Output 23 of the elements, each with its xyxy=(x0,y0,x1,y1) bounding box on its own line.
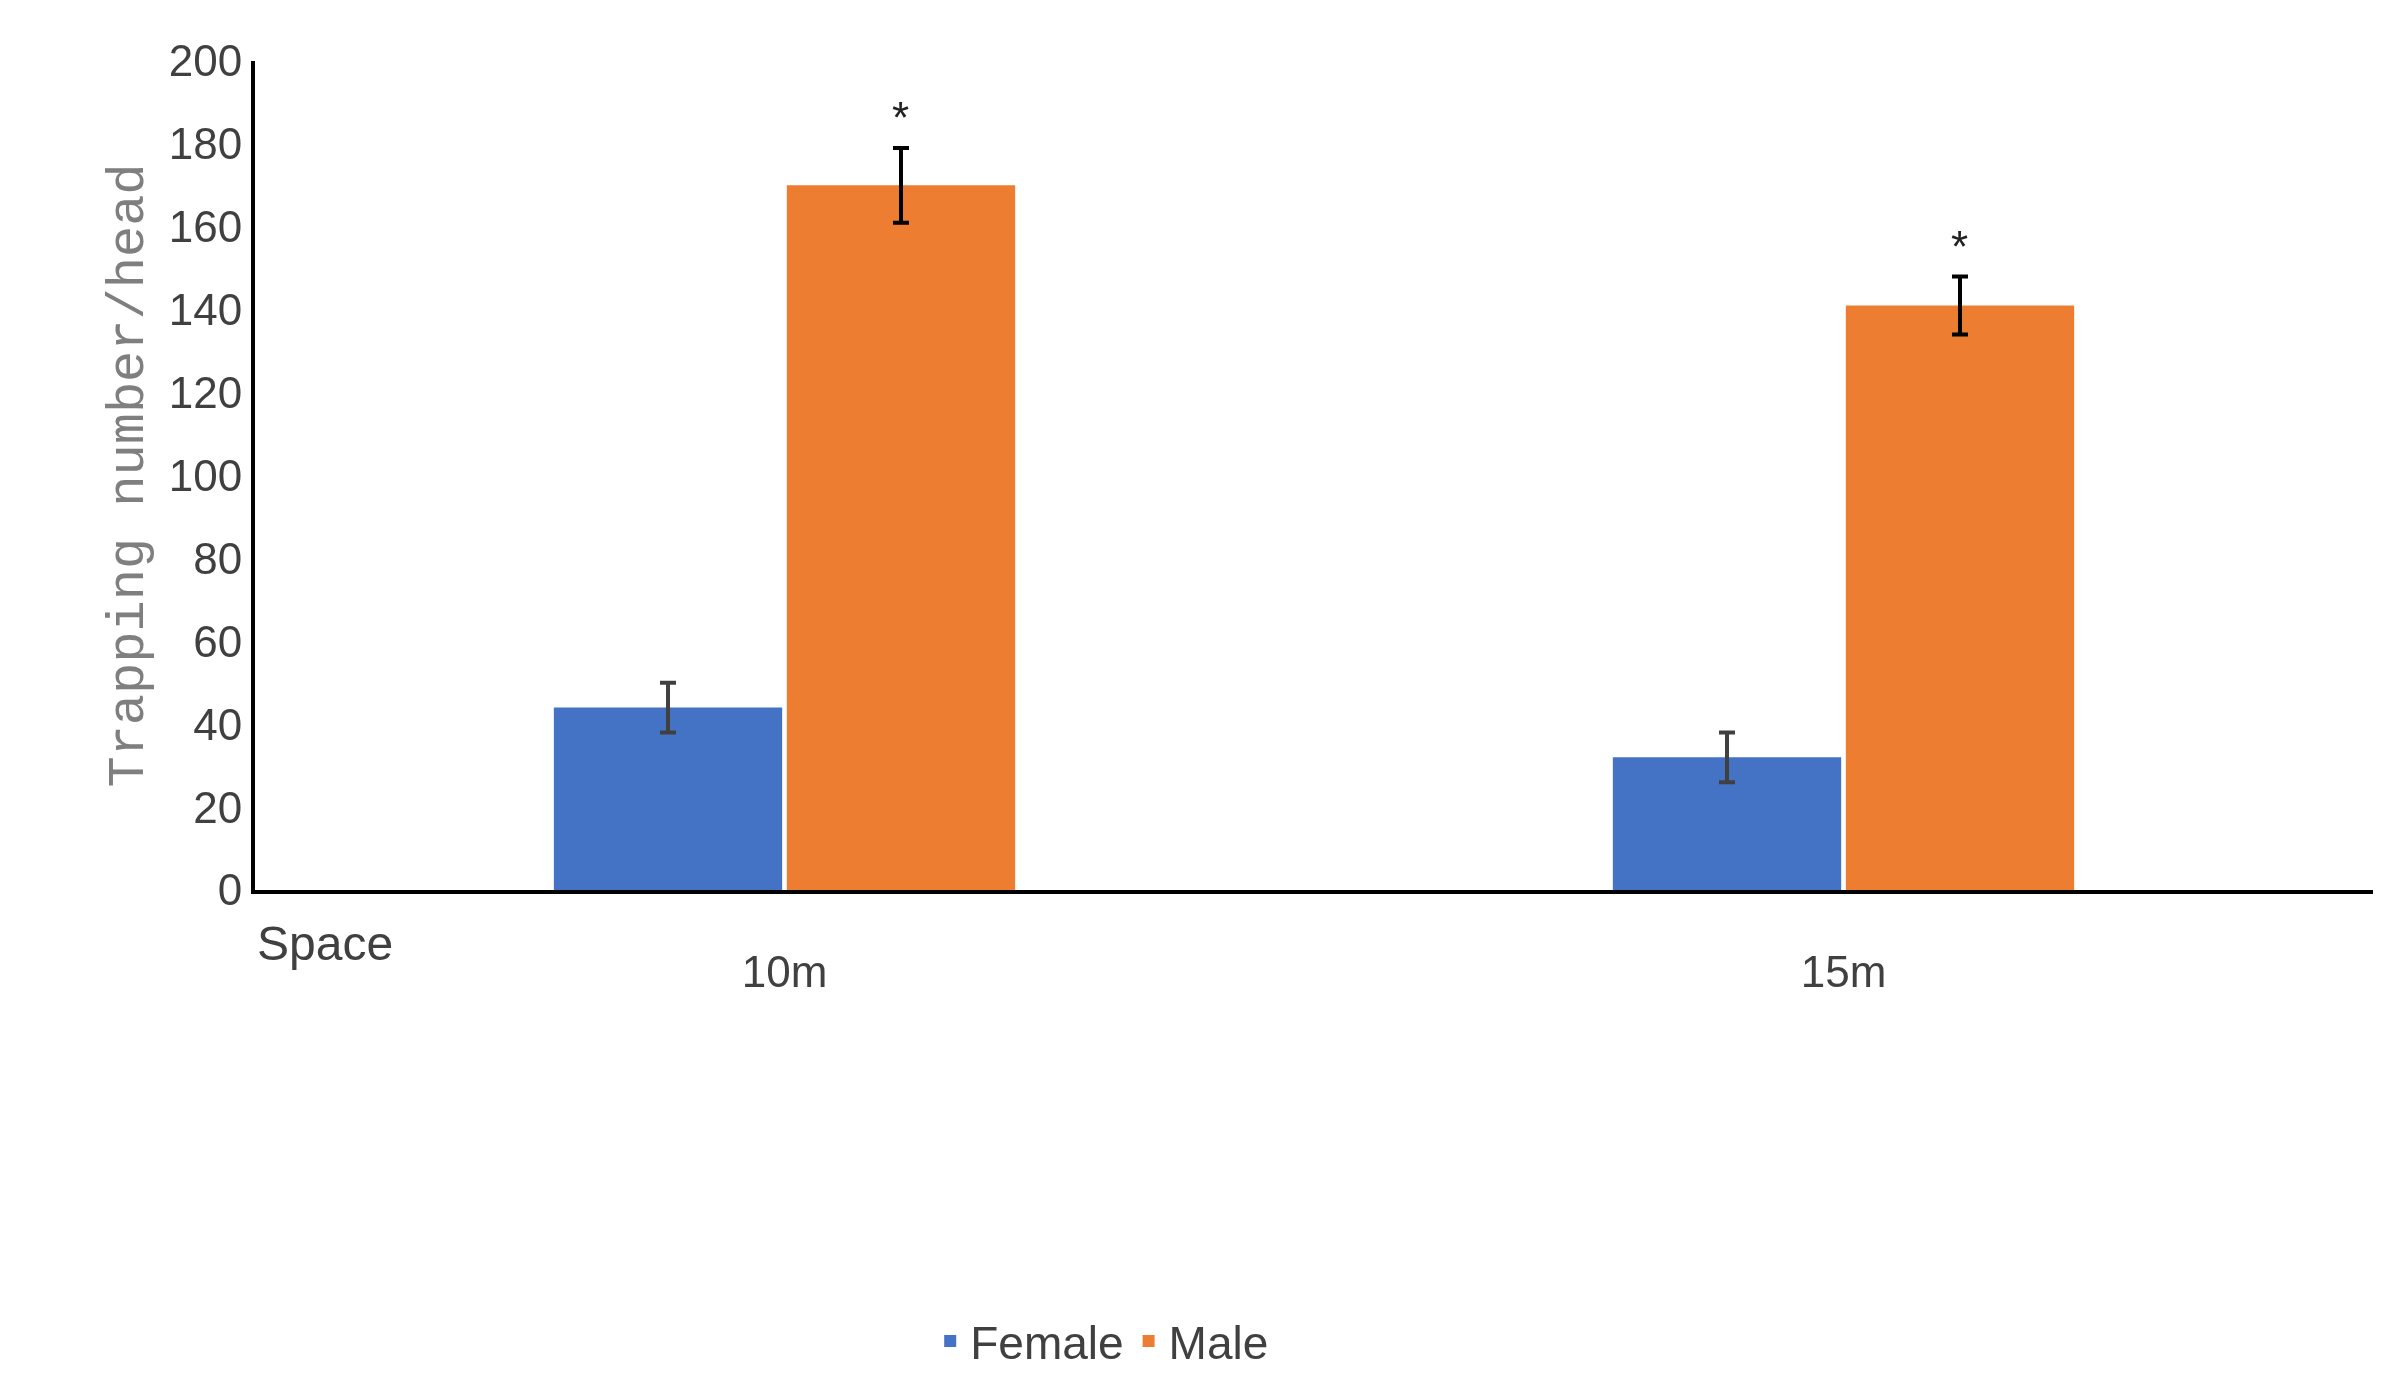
annotation: * xyxy=(1951,222,1969,271)
y-tick-label: 40 xyxy=(193,699,243,749)
annotation: * xyxy=(892,93,910,142)
y-tick-label: 180 xyxy=(168,119,243,169)
y-tick-label: 120 xyxy=(168,368,243,417)
y-tick-label: 60 xyxy=(193,616,243,666)
x-tick-label: 10m xyxy=(741,946,828,996)
y-tick-label: 80 xyxy=(193,533,243,583)
x-tick-label: 15m xyxy=(1800,946,1887,996)
y-axis-title: Trapping number/head xyxy=(99,163,159,788)
y-tick-label: 0 xyxy=(217,865,243,915)
bar xyxy=(1612,757,1842,890)
legend-label: Female xyxy=(970,1316,1124,1369)
y-tick-label: 20 xyxy=(193,782,243,832)
bar xyxy=(786,185,1016,890)
y-tick-label: 200 xyxy=(168,36,243,86)
y-tick-label: 160 xyxy=(168,202,243,252)
x-axis-title: Space xyxy=(257,917,394,970)
y-tick-label: 140 xyxy=(168,285,243,335)
y-tick-label: 100 xyxy=(168,450,243,500)
legend-label: Male xyxy=(1168,1316,1269,1369)
bar xyxy=(553,707,783,890)
bar xyxy=(1845,305,2075,890)
